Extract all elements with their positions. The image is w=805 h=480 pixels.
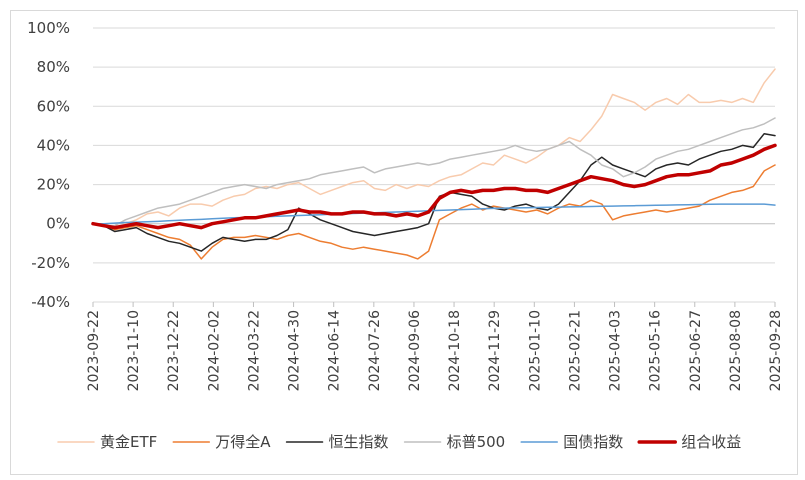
y-tick-label: 100% [27,19,70,37]
legend-item: 组合收益 [637,433,741,451]
legend-item: 国债指数 [520,433,623,451]
x-tick-label: 2024-04-30 [287,310,303,391]
y-tick-label: -40% [31,293,70,311]
y-tick-label: 80% [37,58,70,76]
legend-label: 国债指数 [563,433,623,451]
chart-frame: -40% -20% 0% 20% 40% 60% 80% 100% 2023-09-22 202… [10,10,798,475]
series-line-1 [92,164,776,260]
x-tick-label: 2024-06-14 [327,310,343,391]
x-tick-label: 2023-12-22 [166,310,182,391]
series-lines [91,68,777,260]
legend-item: 标普500 [403,433,506,451]
gridlines [93,27,775,303]
y-axis-labels: -40% -20% 0% 20% 40% 60% 80% 100% [27,19,70,311]
x-tick-label: 2025-09-28 [768,310,784,391]
x-tick-label: 2025-05-16 [648,310,664,391]
x-tick-label: 2024-11-29 [487,310,503,391]
legend-label: 恒生指数 [329,433,389,451]
x-tick-label: 2025-01-10 [527,310,543,391]
x-tick-label: 2023-11-10 [126,310,142,391]
x-tick-label: 2024-07-26 [367,310,383,391]
series-line-3 [92,117,776,227]
series-line-5 [91,143,777,230]
x-tick-label: 2025-04-03 [608,310,624,391]
series-line-0 [92,68,776,231]
series-line-4 [92,203,776,225]
y-tick-label: 20% [37,176,70,194]
legend: 黄金ETF 万得全A 恒生指数 标普500 国债指数 组合收益 [57,433,741,451]
y-tick-label: 60% [37,97,70,115]
x-tick-label: 2024-02-02 [206,310,222,391]
legend-item: 恒生指数 [285,433,389,451]
legend-label: 万得全A [215,433,271,451]
y-tick-label: 0% [46,215,70,233]
x-tick-label: 2024-10-18 [447,310,463,391]
x-tick-label: 2024-03-22 [246,310,262,391]
legend-item: 万得全A [172,433,271,451]
x-tick-label: 2025-02-21 [567,310,583,391]
legend-label: 组合收益 [681,433,741,451]
line-chart: -40%-20%0%20%40%60%80%100% 2023-09-22 202… [27,19,784,451]
x-tick-label: 2023-09-22 [86,310,102,391]
x-tick-label: 2025-06-27 [688,310,704,391]
x-axis: 2023-09-22 2023-11-10 2023-12-22 2024-02-02… [86,302,784,391]
y-tick-label: -20% [31,254,70,272]
legend-label: 黄金ETF [100,433,157,451]
legend-item: 黄金ETF [57,433,157,451]
x-tick-label: 2025-08-08 [728,310,744,391]
y-tick-label: 40% [37,136,70,154]
x-tick-label: 2024-09-06 [407,310,423,391]
legend-label: 标普500 [447,433,506,451]
